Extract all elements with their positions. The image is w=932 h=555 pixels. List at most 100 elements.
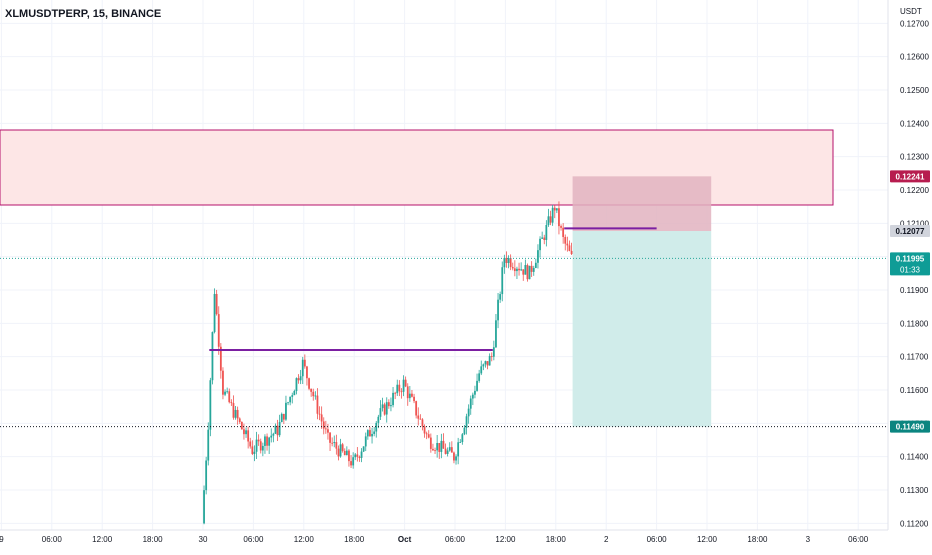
candle-body bbox=[356, 454, 359, 457]
candle-body bbox=[369, 430, 371, 437]
candle-body bbox=[238, 418, 241, 422]
candle-body bbox=[545, 225, 548, 240]
drawings-layer[interactable] bbox=[0, 129, 834, 427]
candle-body bbox=[253, 451, 256, 454]
candle-body bbox=[497, 299, 499, 321]
time-tick-label: 06:00 bbox=[445, 535, 466, 544]
candle-body bbox=[341, 444, 344, 451]
candle-body bbox=[375, 422, 378, 432]
candle-body bbox=[289, 396, 292, 403]
candle-body bbox=[381, 404, 384, 409]
badge-last-price-countdown: 01:33 bbox=[900, 265, 921, 274]
candle-body bbox=[459, 441, 462, 443]
candle-body bbox=[234, 409, 237, 418]
candle-body bbox=[539, 238, 541, 251]
time-tick-label: 18:00 bbox=[344, 535, 365, 544]
candle-body bbox=[228, 391, 231, 403]
candle-body bbox=[301, 359, 304, 377]
candle-body bbox=[392, 392, 394, 406]
candle-body bbox=[312, 391, 315, 397]
price-axis-currency: USDT bbox=[900, 7, 922, 16]
candle-body bbox=[379, 408, 382, 417]
candle-body bbox=[457, 442, 460, 457]
candles-layer bbox=[203, 201, 573, 525]
candle-body bbox=[251, 446, 254, 454]
candle-body bbox=[217, 314, 220, 347]
price-tick-label: 0.12600 bbox=[900, 53, 929, 62]
candle-body bbox=[230, 402, 233, 404]
candle-body bbox=[450, 447, 453, 453]
candle-body bbox=[247, 430, 250, 442]
candle-body bbox=[480, 366, 483, 374]
candle-body bbox=[215, 293, 218, 315]
candle-body bbox=[324, 428, 327, 430]
candle-body bbox=[484, 361, 487, 365]
candle-body bbox=[226, 391, 229, 393]
badge-entry-background bbox=[890, 225, 930, 237]
candle-body bbox=[219, 346, 222, 371]
candle-body bbox=[503, 257, 506, 268]
candle-body bbox=[299, 376, 302, 381]
candle-body bbox=[352, 457, 355, 466]
time-axis-panel[interactable] bbox=[0, 530, 888, 550]
candle-body bbox=[280, 413, 283, 423]
candle-body bbox=[476, 380, 478, 391]
candle-body bbox=[209, 380, 212, 430]
candle-body bbox=[408, 393, 411, 399]
candle-body bbox=[427, 434, 430, 438]
price-tick-label: 0.11300 bbox=[900, 486, 929, 495]
candle-body bbox=[274, 425, 277, 434]
candle-body bbox=[547, 216, 550, 226]
price-tick-label: 0.11400 bbox=[900, 453, 929, 462]
candle-body bbox=[553, 207, 556, 211]
candle-body bbox=[488, 356, 491, 366]
price-tick-label: 0.12200 bbox=[900, 186, 929, 195]
candle-body bbox=[335, 442, 338, 449]
price-tick-label: 0.11600 bbox=[900, 386, 929, 395]
candle-body bbox=[261, 445, 264, 451]
candle-body bbox=[562, 227, 565, 237]
candle-body bbox=[205, 460, 208, 491]
candle-body bbox=[339, 444, 342, 457]
level-lines-layer[interactable] bbox=[0, 227, 888, 428]
candle-body bbox=[236, 409, 239, 419]
badge-zone-top-text: 0.12241 bbox=[896, 172, 925, 181]
candle-body bbox=[266, 436, 268, 446]
candle-body bbox=[385, 402, 388, 415]
candle-body bbox=[282, 413, 285, 420]
candle-body bbox=[446, 450, 449, 454]
candle-body bbox=[555, 208, 558, 211]
candle-body bbox=[419, 418, 422, 420]
candle-body bbox=[337, 448, 340, 457]
candle-body bbox=[345, 450, 348, 456]
candle-body bbox=[310, 388, 313, 392]
price-tick-label: 0.12700 bbox=[900, 19, 929, 28]
symbol-title[interactable]: XLMUSDTPERP, 15, BINANCE bbox=[5, 8, 161, 20]
candle-body bbox=[224, 391, 226, 395]
candle-body bbox=[478, 373, 481, 381]
candle-body bbox=[495, 320, 497, 348]
candle-body bbox=[329, 432, 331, 443]
candle-body bbox=[377, 416, 380, 423]
candle-body bbox=[522, 269, 525, 275]
time-tick-label: 06:00 bbox=[848, 535, 869, 544]
price-tick-label: 0.12300 bbox=[900, 153, 929, 162]
time-tick-label: 06:00 bbox=[243, 535, 264, 544]
candle-body bbox=[423, 426, 426, 434]
time-tick-label: 9 bbox=[0, 535, 4, 544]
candle-body bbox=[400, 391, 403, 393]
candle-body bbox=[259, 441, 262, 451]
candle-body bbox=[442, 440, 445, 449]
candle-body bbox=[360, 451, 363, 458]
candle-body bbox=[211, 332, 214, 381]
time-tick-label: 06:00 bbox=[647, 535, 668, 544]
candle-body bbox=[350, 461, 352, 466]
candle-body bbox=[465, 416, 468, 428]
candle-body bbox=[207, 429, 210, 461]
candle-body bbox=[318, 413, 321, 415]
candle-body bbox=[278, 422, 281, 436]
candle-body bbox=[463, 427, 466, 435]
badge-stop-level-background bbox=[890, 420, 930, 433]
